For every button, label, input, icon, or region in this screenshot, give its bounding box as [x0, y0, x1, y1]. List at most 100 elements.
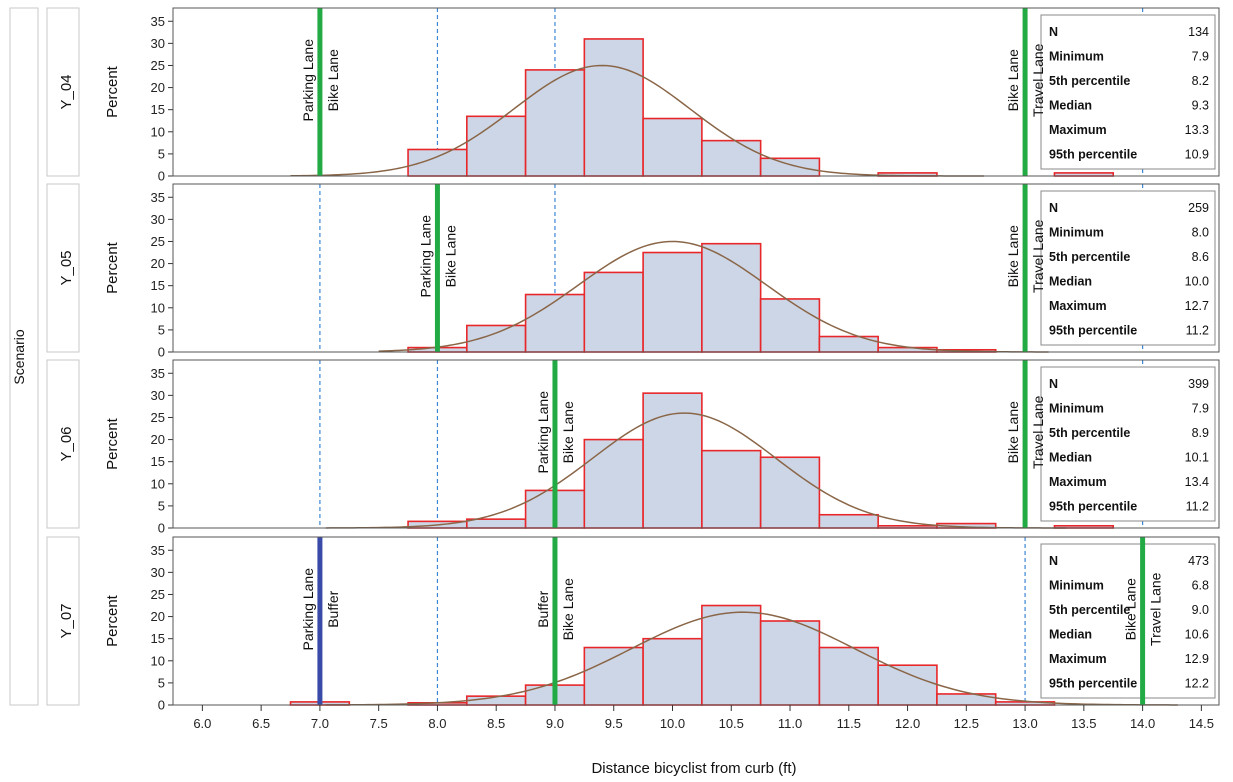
x-tick-label: 7.0: [311, 716, 329, 731]
x-tick-label: 9.0: [546, 716, 564, 731]
y-tick-label: 0: [158, 169, 165, 184]
stats-value: 12.7: [1185, 299, 1209, 313]
lane-label: Travel Lane: [1030, 395, 1046, 469]
stats-value: 10.9: [1185, 148, 1209, 162]
stats-value: 12.2: [1185, 677, 1209, 691]
lane-label: Travel Lane: [1030, 43, 1046, 117]
lane-label: Bike Lane: [1005, 49, 1021, 111]
lane-label: Buffer: [535, 590, 551, 627]
stats-label: N: [1049, 554, 1058, 568]
scenario-label: Y_04: [58, 74, 75, 109]
stats-label: Maximum: [1049, 475, 1107, 489]
x-axis-title: Distance bicyclist from curb (ft): [591, 760, 796, 777]
histogram-bar: [818, 513, 879, 529]
stats-value: 11.2: [1186, 500, 1209, 514]
stats-label: N: [1049, 201, 1058, 215]
stats-value: 8.2: [1192, 74, 1209, 88]
stats-value: 9.3: [1192, 99, 1209, 113]
stats-label: 5th percentile: [1049, 426, 1130, 440]
scenario-label-box: [46, 359, 80, 529]
histogram-bar: [877, 664, 938, 706]
lane-label: Bike Lane: [1123, 578, 1139, 640]
y-tick-label: 5: [158, 322, 165, 337]
x-tick-label: 10.0: [660, 716, 685, 731]
stats-value: 134: [1188, 25, 1209, 39]
lane-label: Bike Lane: [560, 401, 576, 463]
lane-label: Parking Lane: [535, 391, 551, 474]
scenario-label-box: [46, 536, 80, 706]
stats-label: Minimum: [1049, 579, 1104, 593]
stats-label: 95th percentile: [1049, 148, 1137, 162]
x-tick-label: 7.5: [370, 716, 388, 731]
stats-label: Minimum: [1049, 50, 1104, 64]
y-tick-label: 20: [151, 609, 165, 624]
y-tick-label: 35: [151, 366, 165, 381]
density-curve: [378, 240, 1049, 353]
x-tick-label: 12.5: [954, 716, 979, 731]
y-tick-label: 5: [158, 146, 165, 161]
stats-value: 7.9: [1192, 402, 1209, 416]
stats-box: [1040, 190, 1216, 346]
histogram-bar: [642, 392, 703, 529]
panel-frame: [172, 7, 1220, 177]
scenario-label-box: [46, 7, 80, 177]
histogram-bar: [701, 242, 762, 353]
histogram-bar: [583, 438, 644, 529]
histogram-bar: [818, 646, 879, 706]
stats-box: [1040, 543, 1216, 699]
stats-label: 5th percentile: [1049, 250, 1130, 264]
histogram-bar: [818, 335, 879, 353]
y-tick-label: 25: [151, 410, 165, 425]
panel-Y_07: Y_07 Percent 0 5 10 15 20 25 30 35 Parking Lane Buf…: [46, 536, 1220, 713]
histogram-bar: [759, 620, 821, 706]
lane-label: Travel Lane: [1030, 219, 1046, 293]
stats-value: 12.9: [1185, 652, 1209, 666]
lane-label: Travel Lane: [1148, 572, 1164, 646]
lane-label: Bike Lane: [1005, 225, 1021, 287]
stats-value: 13.3: [1185, 123, 1209, 137]
histogram-bar: [583, 271, 644, 353]
y-tick-label: 15: [151, 102, 165, 117]
density-curve: [325, 412, 1067, 529]
lane-label: Bike Lane: [560, 578, 576, 640]
x-tick-label: 13.5: [1071, 716, 1096, 731]
histogram-bar: [642, 251, 703, 353]
scenario-label-box: [46, 183, 80, 353]
x-tick-label: 6.0: [193, 716, 211, 731]
x-tick-label: 10.5: [719, 716, 744, 731]
histogram-bar: [642, 637, 703, 706]
panels-layer: Y_04 Percent 0 5 10 15 20 25 30 35 Parking Lane Bik…: [46, 7, 1220, 713]
x-tick-label: 12.0: [895, 716, 920, 731]
stats-value: 10.0: [1185, 275, 1209, 289]
panel-frame: [172, 536, 1220, 706]
stats-value: 10.1: [1185, 451, 1209, 465]
lane-label: Parking Lane: [300, 39, 316, 122]
stats-value: 11.2: [1186, 324, 1209, 338]
histogram-bar: [701, 449, 762, 529]
x-tick-label: 8.5: [487, 716, 505, 731]
panel-frame: [172, 183, 1220, 353]
stats-value: 399: [1188, 377, 1209, 391]
y-tick-label: 0: [158, 345, 165, 360]
stats-value: 10.6: [1185, 628, 1209, 642]
y-tick-label: 10: [151, 476, 165, 491]
y-tick-label: 15: [151, 278, 165, 293]
stats-label: 95th percentile: [1049, 677, 1137, 691]
panel-Y_06: Y_06 Percent 0 5 10 15 20 25 30 35 Parking Lane Bik…: [46, 359, 1220, 536]
y-tick-label: 35: [151, 543, 165, 558]
x-tick-label: 11.0: [778, 716, 802, 731]
x-tick-label: 6.5: [252, 716, 270, 731]
stats-label: Median: [1049, 275, 1092, 289]
y-tick-label: 20: [151, 80, 165, 95]
x-tick-label: 9.5: [605, 716, 623, 731]
histogram-bar: [466, 115, 527, 177]
scenario-strip: Scenario: [9, 7, 39, 706]
x-tick-label: 14.0: [1130, 716, 1155, 731]
y-tick-label: 20: [151, 256, 165, 271]
stats-label: 5th percentile: [1049, 74, 1130, 88]
density-curve: [290, 64, 984, 177]
y-tick-label: 15: [151, 454, 165, 469]
y-axis-title: Percent: [104, 241, 121, 294]
lane-label: Bike Lane: [442, 225, 458, 287]
y-tick-label: 15: [151, 631, 165, 646]
